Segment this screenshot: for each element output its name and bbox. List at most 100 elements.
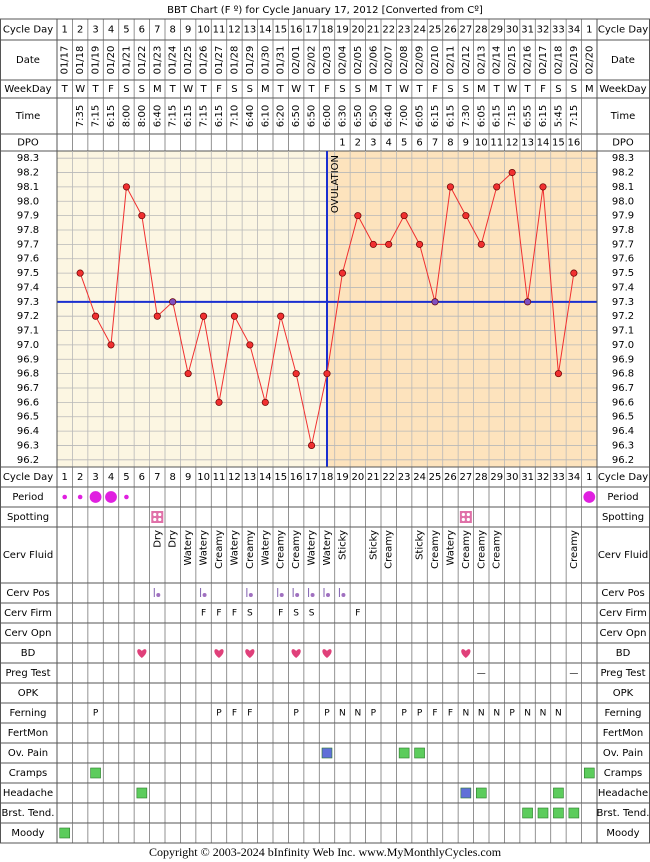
weekday-value: M (477, 84, 486, 95)
cycle-day-value: 28 (475, 472, 488, 483)
dpo-value: 15 (552, 138, 565, 149)
weekday-value: F (540, 84, 546, 95)
date-value: 02/08 (399, 46, 410, 75)
row-label: Cramps (9, 768, 48, 779)
cycle_day-value: 12 (228, 25, 241, 36)
cycle_day-value: 23 (398, 25, 411, 36)
temperature-point (554, 370, 562, 378)
cycle_day-value: 1 (586, 25, 592, 36)
cycle-day-value: 29 (490, 472, 503, 483)
cycle_day-value: 5 (123, 25, 129, 36)
cycle-day-value: 5 (123, 472, 129, 483)
temperature-point (416, 240, 424, 248)
date-value: 02/10 (430, 46, 441, 75)
dpo-value: 9 (463, 138, 469, 149)
cerv-fluid-value: Creamy (245, 530, 256, 569)
time-value: 6:10 (260, 105, 271, 127)
cycle_day-value: 24 (413, 25, 426, 36)
time-value: 7:15 (507, 105, 518, 127)
cerv-pos-dot (295, 593, 300, 597)
row-label-right: Brst. Tend. (597, 808, 650, 819)
cell-value: S (309, 609, 315, 619)
spotting-dot (158, 517, 162, 522)
cerv-fluid-value: Creamy (276, 530, 287, 569)
cell-value: F (216, 609, 221, 619)
y-tick-label: 97.5 (17, 268, 39, 279)
cycle_day-value: 29 (490, 25, 503, 36)
row-label: Cycle Day (3, 25, 53, 36)
y-tick-label-right: 97.0 (612, 340, 634, 351)
time-value: 7:30 (461, 105, 472, 127)
spotting-dot (461, 517, 465, 522)
cycle_day-value: 2 (77, 25, 83, 36)
y-tick-label-right: 96.9 (612, 354, 634, 365)
cerv-fluid-value: Creamy (430, 530, 441, 569)
cycle_day-value: 28 (475, 25, 488, 36)
date-value: 02/05 (353, 46, 364, 75)
time-value: 7:15 (199, 105, 210, 127)
time-value: 6:20 (276, 105, 287, 127)
cycle-day-value: 15 (274, 472, 287, 483)
row-label-right: Ferning (604, 708, 641, 719)
dpo-value: 10 (475, 138, 488, 149)
temperature-point (462, 212, 470, 220)
footer: Copyright © 2003-2024 bInfinity Web Inc.… (149, 845, 502, 859)
pre-ovulation-area (57, 151, 327, 467)
weekday-value: S (555, 84, 561, 95)
cycle_day-value: 11 (213, 25, 226, 36)
cycle-day-value: 14 (259, 472, 272, 483)
date-value: 01/24 (168, 46, 179, 75)
cycle-day-value: 18 (321, 472, 334, 483)
weekday-value: T (200, 84, 208, 95)
temperature-point (477, 240, 485, 248)
cycle-day-value: 20 (351, 472, 364, 483)
dpo-value: 14 (537, 138, 550, 149)
weekday-value: W (75, 84, 85, 95)
y-tick-label: 96.9 (17, 354, 39, 365)
date-value: 01/23 (152, 46, 163, 75)
cycle_day-value: 16 (290, 25, 303, 36)
row-label: Brst. Tend. (2, 808, 55, 819)
cell-value: N (354, 709, 361, 719)
cycle-day-value: 2 (77, 472, 83, 483)
cerv-pos-dot (248, 593, 253, 597)
cell-value: P (401, 709, 407, 719)
dpo-value: 8 (447, 138, 453, 149)
weekday-value: S (571, 84, 577, 95)
row-label-right: Cerv Firm (599, 608, 647, 619)
temperature-point (169, 298, 177, 306)
date-value: 02/14 (492, 46, 503, 75)
row-label: Headache (3, 788, 53, 799)
y-tick-label-right: 97.5 (612, 268, 634, 279)
cycle-day-value: 24 (413, 472, 426, 483)
cycle-day-value: 33 (552, 472, 565, 483)
cerv-pos-icon (277, 588, 284, 597)
y-tick-label: 97.4 (17, 282, 39, 293)
cell-value: P (324, 709, 330, 719)
y-tick-label: 97.9 (17, 211, 39, 222)
row-label: OPK (18, 688, 39, 699)
dpo-value: 13 (521, 138, 534, 149)
symptom-box (522, 807, 533, 819)
weekday-value: W (399, 84, 409, 95)
symptom-box (475, 787, 487, 799)
time-value: 6:15 (214, 105, 225, 127)
row-label-right: Headache (598, 788, 648, 799)
row-label-right: Cycle Day (598, 472, 648, 483)
date-value: 02/19 (569, 46, 580, 75)
date-value: 02/02 (307, 46, 318, 75)
y-tick-label: 97.7 (17, 239, 39, 250)
temperature-point (308, 441, 316, 450)
weekday-value: S (447, 84, 453, 95)
row-label: Period (12, 492, 43, 503)
dpo-value: 2 (355, 138, 361, 149)
y-tick-label-right: 98.1 (612, 182, 634, 193)
cycle_day-value: 20 (351, 25, 364, 36)
row-label-right: BD (616, 648, 631, 659)
cerv-fluid-value: Creamy (461, 530, 472, 569)
symptom-box (136, 787, 148, 799)
weekday-value: M (261, 84, 270, 95)
date-value: 02/09 (415, 46, 426, 75)
time-value: 6:40 (245, 105, 256, 127)
weekday-value: S (247, 84, 253, 95)
